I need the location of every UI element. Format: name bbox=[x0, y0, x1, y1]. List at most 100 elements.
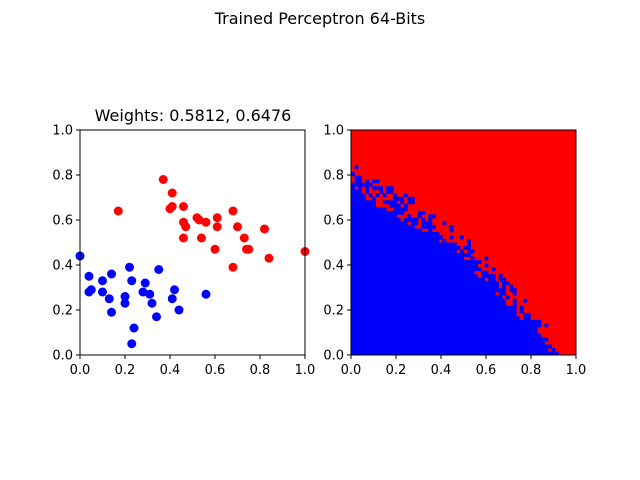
region-cell-blue bbox=[509, 351, 514, 355]
region-cell-blue bbox=[382, 231, 387, 236]
region-cell-blue bbox=[502, 347, 507, 352]
region-cell-blue bbox=[495, 312, 500, 317]
region-cell-blue bbox=[351, 246, 355, 250]
region-cell-blue bbox=[484, 330, 489, 335]
region-cell-blue bbox=[467, 263, 471, 268]
region-cell-blue bbox=[407, 337, 412, 342]
region-cell-blue bbox=[396, 351, 401, 355]
region-cell-blue bbox=[463, 309, 468, 314]
region-cell-blue bbox=[414, 323, 419, 328]
region-cell-blue bbox=[361, 221, 366, 226]
region-cell-blue bbox=[502, 333, 507, 338]
region-cell-blue bbox=[488, 319, 493, 324]
region-cell-blue bbox=[452, 281, 457, 286]
region-cell-blue bbox=[382, 316, 387, 321]
region-cell-blue bbox=[424, 253, 429, 257]
region-cell-blue bbox=[372, 242, 377, 247]
region-cell-blue bbox=[449, 224, 454, 229]
region-cell-blue bbox=[354, 231, 359, 236]
region-cell-blue bbox=[445, 242, 450, 247]
region-cell-blue bbox=[481, 340, 485, 345]
region-cell-blue bbox=[386, 323, 391, 328]
region-cell-blue bbox=[435, 333, 440, 338]
region-cell-blue bbox=[431, 326, 436, 331]
region-cell-blue bbox=[456, 340, 461, 345]
region-cell-blue bbox=[516, 326, 521, 331]
region-cell-blue bbox=[424, 316, 429, 321]
region-cell-blue bbox=[428, 270, 433, 275]
region-cell-blue bbox=[463, 340, 468, 345]
region-cell-blue bbox=[456, 319, 461, 324]
region-cell-blue bbox=[361, 253, 366, 257]
region-cell-blue bbox=[351, 270, 355, 275]
region-cell-blue bbox=[481, 333, 485, 338]
region-cell-blue bbox=[414, 351, 419, 355]
region-cell-blue bbox=[400, 221, 405, 226]
region-cell-blue bbox=[481, 302, 485, 307]
region-cell-blue bbox=[488, 333, 493, 338]
region-cell-blue bbox=[519, 323, 524, 328]
region-cell-blue bbox=[379, 305, 384, 310]
region-cell-blue bbox=[438, 267, 443, 272]
region-cell-blue bbox=[498, 277, 503, 282]
region-cell-blue bbox=[382, 347, 387, 352]
region-cell-blue bbox=[467, 298, 471, 303]
region-cell-blue bbox=[358, 253, 362, 257]
region-cell-blue bbox=[375, 249, 380, 254]
region-cell-blue bbox=[474, 316, 478, 321]
scatter-point bbox=[104, 294, 114, 304]
region-cell-blue bbox=[484, 302, 489, 307]
region-cell-blue bbox=[459, 267, 464, 272]
scatter-point bbox=[228, 206, 238, 216]
region-cell-blue bbox=[351, 291, 355, 296]
region-cell-blue bbox=[449, 340, 454, 345]
region-cell-blue bbox=[449, 256, 454, 261]
region-cell-blue bbox=[435, 284, 440, 289]
region-cell-blue bbox=[459, 291, 464, 296]
region-cell-blue bbox=[417, 277, 422, 282]
region-cell-blue bbox=[484, 351, 489, 355]
region-cell-blue bbox=[403, 302, 408, 307]
region-cell-blue bbox=[351, 253, 355, 257]
region-cell-blue bbox=[442, 309, 447, 314]
region-cell-blue bbox=[498, 344, 503, 349]
region-cell-blue bbox=[410, 224, 415, 229]
region-cell-blue bbox=[491, 351, 496, 355]
region-cell-blue bbox=[424, 351, 429, 355]
region-cell-blue bbox=[421, 316, 426, 321]
region-cell-blue bbox=[393, 291, 398, 296]
region-cell-blue bbox=[516, 323, 521, 328]
region-cell-blue bbox=[442, 291, 447, 296]
region-cell-blue bbox=[389, 340, 394, 345]
region-cell-blue bbox=[445, 340, 450, 345]
region-cell-blue bbox=[537, 319, 542, 324]
region-cell-blue bbox=[551, 347, 556, 352]
region-cell-blue bbox=[382, 263, 387, 268]
region-cell-blue bbox=[488, 305, 493, 310]
region-cell-blue bbox=[358, 319, 362, 324]
region-cell-blue bbox=[351, 221, 355, 226]
region-cell-blue bbox=[400, 207, 405, 212]
region-cell-blue bbox=[368, 347, 373, 352]
region-cell-blue bbox=[393, 217, 398, 222]
region-cell-blue bbox=[533, 319, 538, 324]
region-cell-blue bbox=[386, 340, 391, 345]
region-cell-blue bbox=[365, 291, 369, 296]
region-cell-blue bbox=[375, 267, 380, 272]
region-cell-blue bbox=[470, 260, 475, 264]
region-cell-blue bbox=[449, 344, 454, 349]
region-cell-blue bbox=[386, 333, 391, 338]
region-cell-blue bbox=[424, 344, 429, 349]
region-cell-blue bbox=[523, 319, 528, 324]
region-cell-blue bbox=[365, 221, 369, 226]
region-cell-blue bbox=[467, 351, 471, 355]
region-cell-blue bbox=[403, 284, 408, 289]
region-cell-blue bbox=[484, 256, 489, 261]
region-cell-blue bbox=[389, 186, 394, 191]
region-cell-blue bbox=[375, 221, 380, 226]
region-cell-blue bbox=[379, 347, 384, 352]
region-cell-blue bbox=[421, 319, 426, 324]
region-cell-blue bbox=[519, 330, 524, 335]
region-cell-blue bbox=[435, 270, 440, 275]
region-cell-blue bbox=[435, 246, 440, 250]
